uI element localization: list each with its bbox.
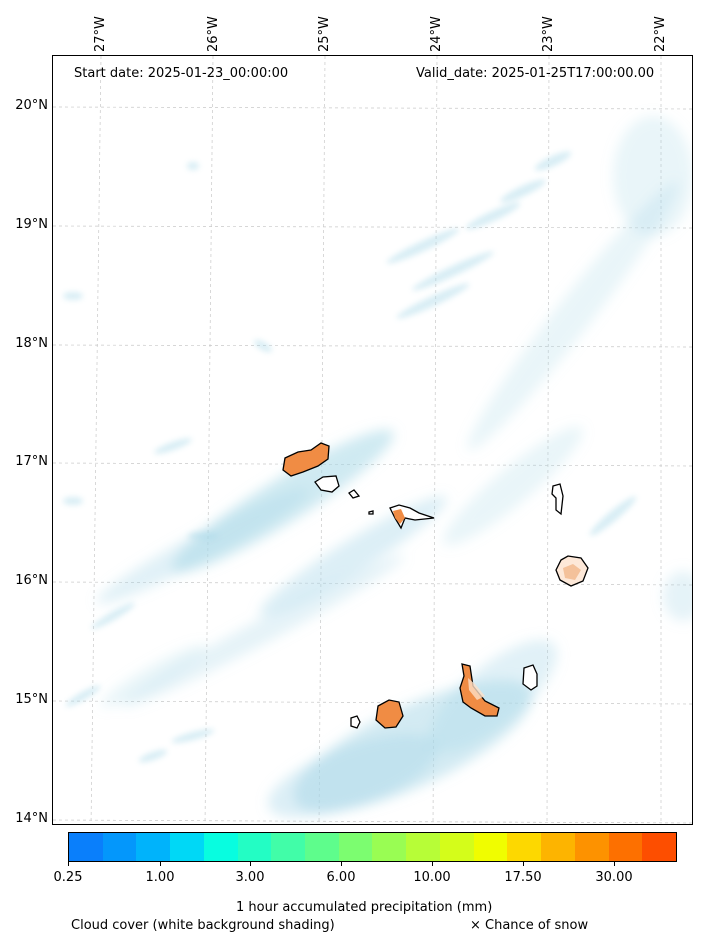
colorbar-label: 0.25 [53, 870, 83, 885]
lat-label-17n: 17°N [15, 454, 48, 469]
valid-date-text: Valid_date: 2025-01-25T17:00:00.00 [416, 66, 655, 81]
lat-label-16n: 16°N [15, 573, 48, 588]
island-brava [350, 715, 361, 729]
island-santo-antao [282, 442, 330, 477]
precipitation-colorbar [68, 832, 677, 862]
colorbar-segment [102, 833, 137, 861]
lon-label-24w: 24°W [429, 16, 444, 52]
colorbar-label: 30.00 [595, 870, 633, 885]
colorbar-segment [541, 833, 575, 861]
island-sal [551, 483, 564, 516]
colorbar-segment [237, 833, 272, 861]
colorbar-segment [473, 833, 508, 861]
colorbar-tick [68, 862, 69, 866]
colorbar-segment [507, 833, 542, 861]
colorbar-label: 1.00 [145, 870, 175, 885]
colorbar-segment [136, 833, 171, 861]
colorbar-label: 10.00 [413, 870, 451, 885]
map-canvas [53, 56, 692, 824]
colorbar-segment [305, 833, 339, 861]
island-fogo [375, 699, 404, 729]
colorbar-segment [439, 833, 474, 861]
lat-label-20n: 20°N [15, 98, 48, 113]
colorbar-title: 1 hour accumulated precipitation (mm) [236, 900, 493, 915]
snow-legend: × Chance of snow [470, 918, 589, 933]
island-maio [522, 664, 538, 691]
lat-label-18n: 18°N [15, 336, 48, 351]
island-santa-luzia [348, 489, 361, 499]
colorbar-tick [614, 862, 615, 866]
lat-label-15n: 15°N [15, 692, 48, 707]
colorbar-segment [170, 833, 204, 861]
island-sao-vicente [314, 475, 340, 493]
colorbar-segment [642, 833, 676, 861]
lon-label-25w: 25°W [317, 16, 332, 52]
colorbar-segment [203, 833, 238, 861]
colorbar-tick [341, 862, 342, 866]
lat-label-19n: 19°N [15, 217, 48, 232]
colorbar-label: 3.00 [235, 870, 265, 885]
colorbar-tick [523, 862, 524, 866]
lon-label-23w: 23°W [541, 16, 556, 52]
map-area [52, 55, 693, 825]
colorbar-tick [250, 862, 251, 866]
colorbar-tick [160, 862, 161, 866]
lon-label-22w: 22°W [653, 16, 668, 52]
lat-label-14n: 14°N [15, 811, 48, 826]
island-raso [368, 510, 374, 515]
islands [282, 442, 589, 729]
colorbar-segment [338, 833, 373, 861]
colorbar-segment [574, 833, 609, 861]
lon-label-26w: 26°W [206, 16, 221, 52]
colorbar-tick [432, 862, 433, 866]
colorbar-label: 6.00 [326, 870, 356, 885]
start-date-text: Start date: 2025-01-23_00:00:00 [74, 66, 289, 81]
colorbar-segment [372, 833, 407, 861]
cloud-cover-legend: Cloud cover (white background shading) [71, 918, 335, 933]
colorbar-segment [69, 833, 103, 861]
colorbar-segment [608, 833, 643, 861]
lon-label-27w: 27°W [93, 16, 108, 52]
colorbar-segment [406, 833, 440, 861]
colorbar-label: 17.50 [504, 870, 542, 885]
colorbar-segment [271, 833, 306, 861]
